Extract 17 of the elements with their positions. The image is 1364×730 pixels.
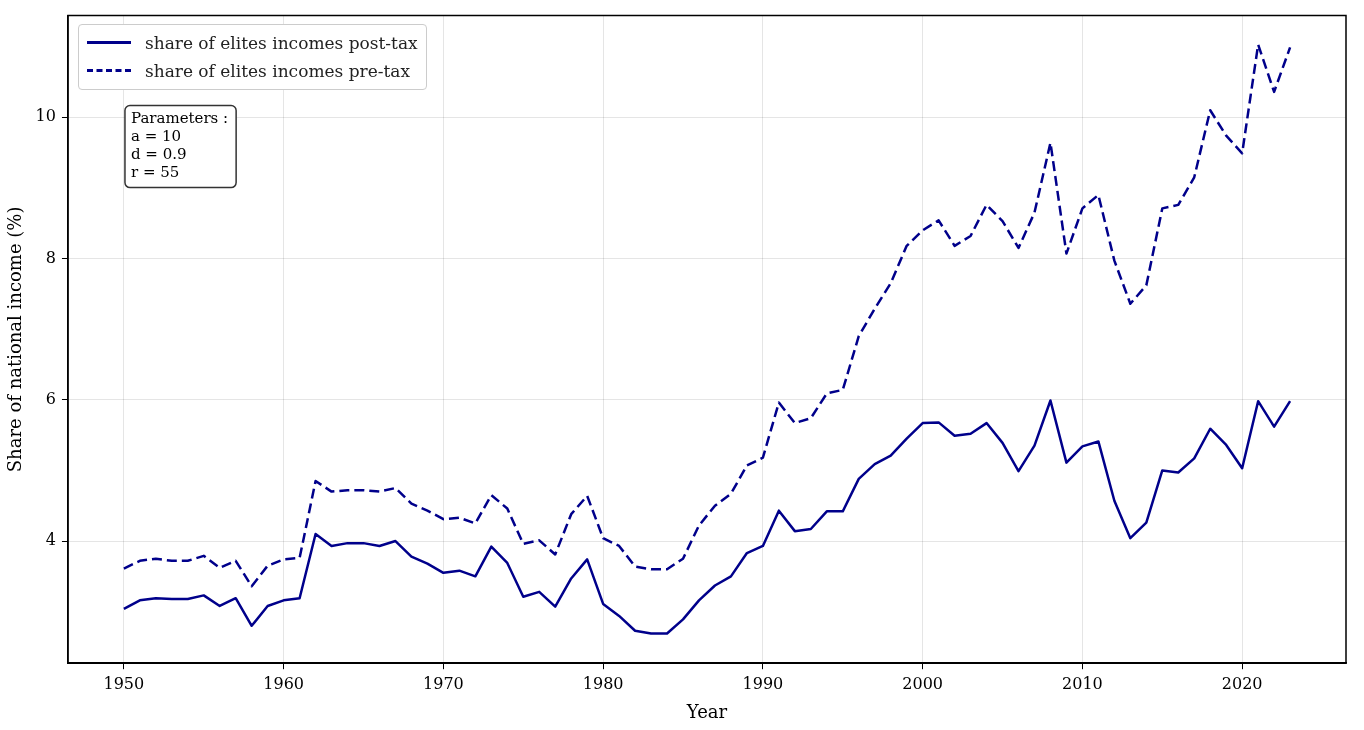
x-tick-label: 1990 bbox=[742, 673, 784, 693]
y-tick-label: 10 bbox=[35, 106, 56, 126]
x-tick-label: 1950 bbox=[103, 673, 145, 693]
x-tick-label: 1980 bbox=[582, 673, 624, 693]
y-tick-label: 6 bbox=[45, 388, 56, 408]
legend-label: share of elites incomes pre-tax bbox=[144, 60, 411, 81]
y-tick-label: 8 bbox=[45, 247, 56, 267]
x-tick-label: 1960 bbox=[263, 673, 304, 693]
x-axis-title: Year bbox=[685, 700, 728, 722]
y-axis-title: Share of national income (%) bbox=[4, 206, 26, 473]
annotation: Parameters : a = 10 d = 0.9 r = 55 bbox=[130, 108, 229, 181]
legend-label: share of elites incomes post-tax bbox=[144, 32, 418, 53]
y-tick-label: 4 bbox=[45, 530, 56, 550]
x-tick-label: 1970 bbox=[423, 673, 464, 693]
x-tick-label: 2010 bbox=[1062, 673, 1103, 693]
x-tick-label: 2020 bbox=[1221, 673, 1263, 693]
x-tick-label: 2000 bbox=[902, 673, 944, 693]
